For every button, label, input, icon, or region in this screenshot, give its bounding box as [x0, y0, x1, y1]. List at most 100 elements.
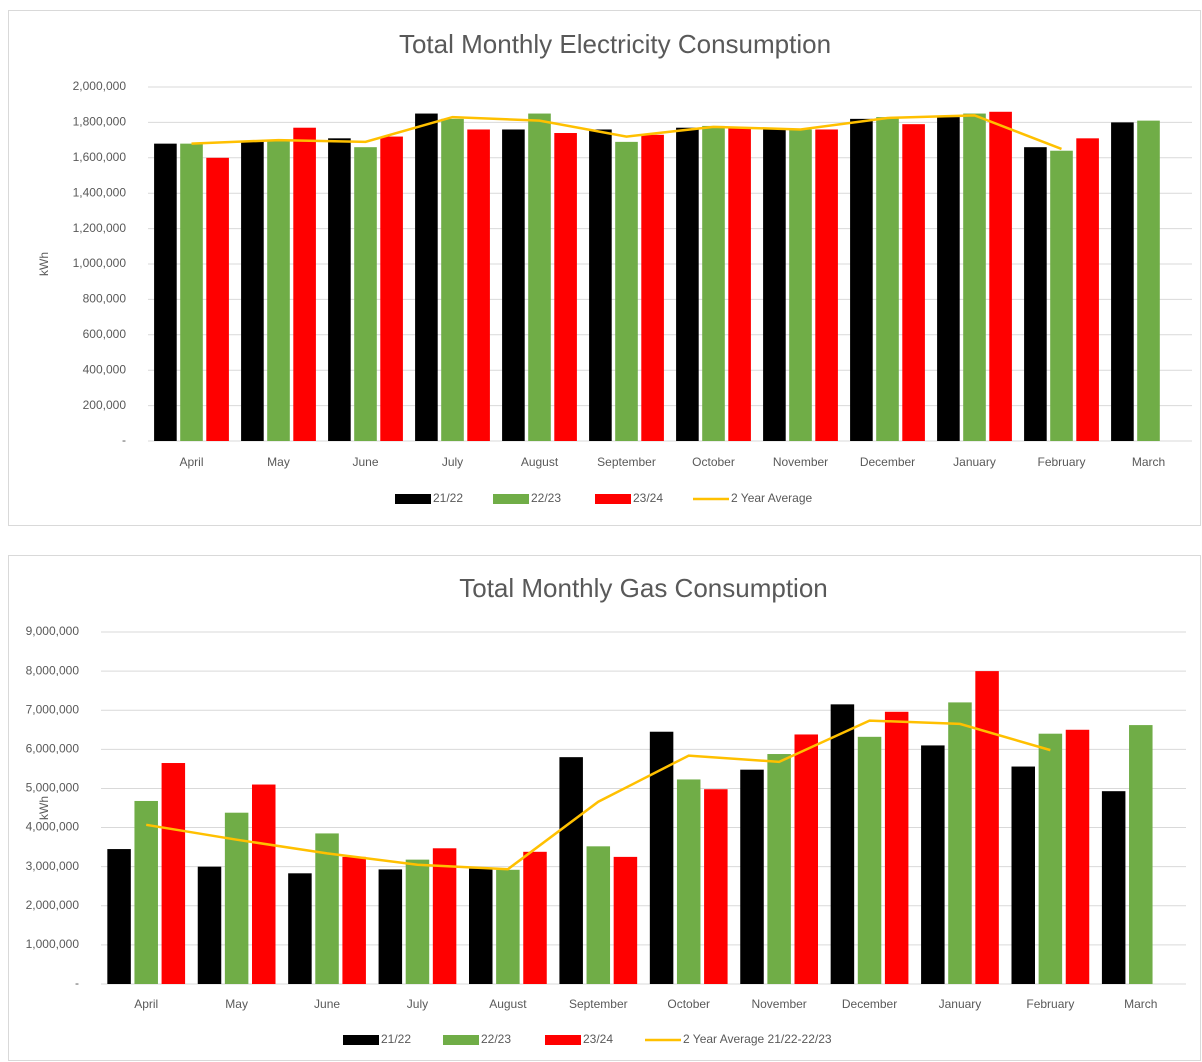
bar: [641, 134, 664, 442]
legend-label: 22/23: [481, 1032, 511, 1046]
average-line: [146, 719, 1051, 871]
x-tick-label: July: [407, 997, 428, 1011]
x-tick-label: August: [489, 997, 527, 1011]
legend-label: 22/23: [531, 491, 561, 505]
bar: [180, 143, 203, 441]
x-tick-label: March: [1124, 997, 1157, 1011]
bar: [154, 143, 177, 441]
x-tick-label: December: [842, 997, 897, 1011]
bar: [615, 141, 638, 441]
x-tick-label: January: [953, 455, 996, 469]
x-tick-label: July: [442, 455, 463, 469]
bar: [1137, 120, 1160, 441]
bar: [467, 129, 490, 442]
bar: [948, 702, 972, 984]
bar: [937, 117, 960, 441]
y-tick-label: 400,000: [83, 362, 127, 376]
x-tick-label: April: [179, 455, 203, 469]
y-tick-label: 9,000,000: [26, 624, 80, 638]
bar: [850, 118, 873, 442]
bar: [559, 757, 583, 984]
bar: [794, 734, 819, 984]
legend-label: 23/24: [583, 1032, 613, 1046]
bar: [876, 117, 899, 441]
bar: [267, 140, 290, 441]
x-tick-label: November: [773, 455, 828, 469]
legend-swatch: [545, 1035, 581, 1045]
bar: [502, 129, 525, 442]
y-tick-label: 1,400,000: [73, 185, 127, 199]
x-tick-label: February: [1037, 455, 1085, 469]
legend-swatch: [595, 494, 631, 504]
bar: [342, 856, 366, 984]
chart-title: Total Monthly Electricity Consumption: [399, 29, 831, 59]
x-tick-label: May: [267, 455, 290, 469]
y-tick-label: 2,000,000: [73, 79, 127, 93]
bar: [649, 731, 674, 984]
bar: [1024, 147, 1047, 441]
bar: [468, 868, 493, 984]
legend-swatch: [343, 1035, 379, 1045]
y-axis-label: kWh: [37, 796, 51, 820]
y-tick-label: 1,600,000: [73, 150, 127, 164]
legend-label: 23/24: [633, 491, 663, 505]
bar: [589, 129, 612, 442]
bar: [251, 784, 276, 984]
bar: [586, 846, 611, 984]
y-tick-label: 600,000: [83, 327, 127, 341]
y-tick-label: 800,000: [83, 292, 127, 306]
average-line: [191, 114, 1062, 151]
bar: [740, 769, 764, 984]
bar: [107, 849, 131, 984]
y-tick-label: 8,000,000: [26, 663, 80, 677]
x-tick-label: October: [667, 997, 710, 1011]
bar: [1011, 766, 1036, 984]
bar: [975, 671, 999, 984]
x-tick-label: September: [569, 997, 628, 1011]
bar: [206, 157, 229, 442]
bar: [432, 848, 457, 984]
bar: [1129, 725, 1153, 984]
bar: [704, 789, 728, 984]
x-tick-label: February: [1026, 997, 1074, 1011]
x-tick-label: September: [597, 455, 656, 469]
y-tick-label: 7,000,000: [26, 702, 80, 716]
bar: [380, 136, 403, 441]
bar: [921, 745, 945, 984]
y-tick-label: 2,000,000: [26, 898, 80, 912]
y-tick-label: 4,000,000: [26, 820, 80, 834]
x-tick-label: May: [225, 997, 248, 1011]
x-tick-label: March: [1132, 455, 1165, 469]
bar: [767, 754, 791, 984]
bar: [224, 812, 249, 984]
y-tick-label: 1,200,000: [73, 221, 127, 235]
y-tick-label: 6,000,000: [26, 742, 80, 756]
bar: [1101, 791, 1126, 984]
bar: [523, 851, 547, 984]
x-tick-label: January: [939, 997, 982, 1011]
legend-label: 21/22: [433, 491, 463, 505]
bar: [378, 869, 403, 984]
bar: [902, 124, 925, 442]
bar: [789, 129, 812, 442]
bar: [815, 129, 838, 442]
y-tick-label: -: [75, 976, 79, 990]
x-tick-label: October: [692, 455, 735, 469]
bar: [1065, 729, 1090, 984]
bar: [676, 779, 701, 984]
bar: [293, 127, 316, 442]
bar: [441, 118, 464, 442]
bar: [1076, 138, 1099, 441]
legend-swatch: [443, 1035, 479, 1045]
bar: [676, 127, 699, 442]
y-axis-label: kWh: [37, 252, 51, 276]
bar: [1111, 122, 1134, 442]
bar: [197, 866, 222, 984]
bar: [405, 859, 430, 984]
bar: [830, 704, 855, 984]
legend-label: 2 Year Average: [731, 491, 813, 505]
legend-label: 2 Year Average 21/22-22/23: [683, 1032, 832, 1046]
bar: [354, 147, 377, 441]
x-tick-label: June: [352, 455, 378, 469]
